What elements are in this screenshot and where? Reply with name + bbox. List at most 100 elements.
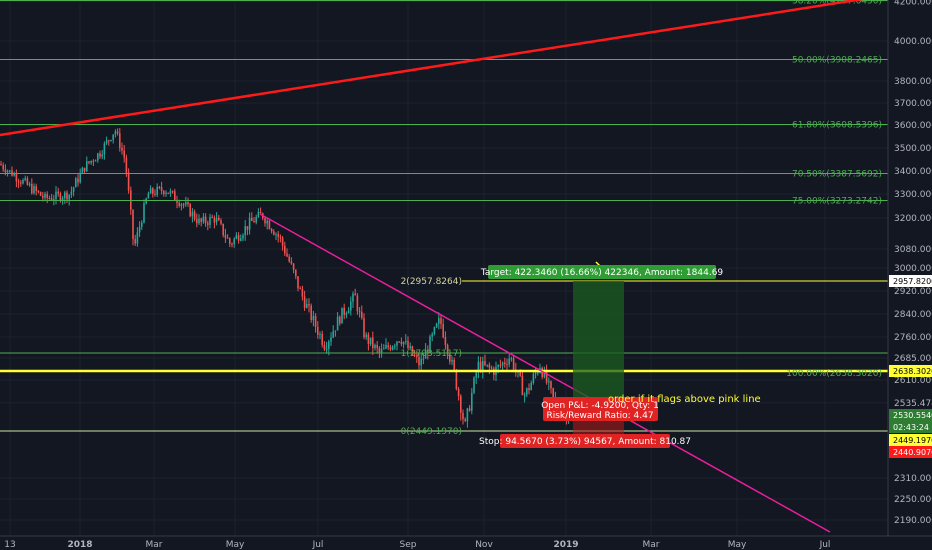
candle-body	[303, 296, 306, 308]
candle-body	[222, 223, 224, 236]
candle-body	[358, 311, 361, 313]
candle-body	[273, 231, 275, 235]
price-tag-bg	[889, 434, 932, 446]
candle-body	[176, 199, 178, 203]
candle-body	[378, 348, 381, 353]
candle-body	[372, 337, 374, 349]
candle-body	[504, 362, 506, 364]
candle-body	[101, 154, 103, 157]
price-tag-bg	[889, 275, 932, 287]
candle-body	[180, 204, 183, 206]
candle-body	[484, 361, 486, 365]
time-tick-label: May	[226, 540, 245, 550]
candle-body	[50, 198, 53, 200]
candle-body	[37, 190, 40, 193]
candle-body	[17, 181, 20, 183]
candle-body	[521, 375, 524, 396]
time-tick-label: Jul	[819, 540, 831, 550]
time-axis[interactable]: 13 2018 Mar May Jul Sep Nov 2019 Mar May Jul	[0, 535, 932, 550]
candle-body	[407, 340, 409, 349]
candle-body	[204, 216, 207, 224]
price-tick-label: 2840.0000	[894, 310, 932, 320]
price-tag-label: 2530.5540	[893, 411, 932, 420]
candle-body	[193, 211, 196, 220]
candle-body	[451, 359, 453, 362]
stop-label-text: Stop: 94.5670 (3.73%) 94567, Amount: 810…	[479, 437, 691, 447]
candle-body	[431, 333, 433, 337]
candle-body	[449, 354, 451, 362]
candle-body	[330, 337, 332, 342]
candle-body	[86, 161, 88, 172]
candle-body	[97, 153, 99, 161]
candle-body	[490, 367, 493, 369]
candle-body	[136, 232, 139, 244]
candle-body	[149, 188, 152, 194]
candle-body	[125, 157, 128, 173]
candle-body	[369, 337, 372, 344]
candle-body	[453, 359, 455, 370]
candle-body	[213, 217, 216, 223]
candle-body	[460, 396, 462, 413]
candle-body	[281, 237, 284, 246]
pink-trendline	[259, 213, 831, 533]
candle-body	[2, 165, 4, 170]
price-tag-label: 2440.9070	[893, 448, 932, 457]
candle-body	[462, 412, 464, 420]
candle-body	[138, 226, 141, 233]
candle-body	[402, 341, 405, 345]
candle-body	[141, 222, 143, 227]
candle-body	[200, 218, 202, 222]
candle-body	[66, 192, 68, 200]
candle-body	[233, 238, 235, 244]
price-axis[interactable]: 4200.0000 4000.0000 3800.0000 3700.0000 3600…	[887, 0, 932, 550]
candle-body	[90, 160, 92, 163]
drawings: 38.20%(4207.6450)50.00%(3908.2465)61.80%…	[0, 0, 888, 533]
candle-body	[268, 220, 271, 229]
candle-body	[202, 216, 205, 222]
time-tick-label: Sep	[400, 540, 417, 550]
pnl-box	[543, 397, 658, 421]
candle-body	[165, 192, 167, 195]
candle-body	[112, 134, 114, 141]
time-tick-label: Jul	[312, 540, 324, 550]
candle-body	[198, 218, 200, 224]
candle-body	[455, 369, 458, 389]
candle-body	[290, 261, 293, 264]
candle-body	[196, 219, 198, 224]
candle-body	[116, 131, 119, 134]
candle-body	[548, 381, 550, 383]
time-tick-label: May	[728, 540, 747, 550]
candle-body	[42, 195, 44, 198]
candle-body	[207, 223, 209, 225]
time-tick-label: Nov	[475, 540, 493, 550]
candles	[0, 128, 572, 428]
candle-body	[400, 341, 403, 345]
time-axis-bg	[0, 536, 888, 550]
price-tick-label: 3700.0000	[894, 99, 932, 109]
candle-body	[479, 361, 482, 371]
candle-body	[75, 178, 77, 188]
candle-body	[275, 234, 277, 236]
candle-body	[363, 318, 365, 338]
candle-body	[323, 344, 326, 350]
candle-body	[530, 382, 532, 391]
extension-label: 2(2957.8264)	[401, 277, 462, 287]
candle-body	[253, 220, 255, 223]
candle-body	[383, 348, 385, 350]
candle-body	[440, 318, 442, 324]
candle-body	[160, 187, 163, 192]
candle-body	[20, 182, 22, 184]
candle-body	[61, 198, 64, 201]
time-tick-label: 13	[4, 540, 15, 550]
candle-body	[284, 245, 286, 254]
candle-body	[519, 370, 521, 376]
price-tag-bg	[889, 446, 932, 458]
price-tick-label: 3000.0000	[894, 264, 932, 274]
candle-body	[209, 216, 211, 225]
candle-body	[0, 164, 2, 166]
candle-body	[53, 199, 55, 201]
candle-body	[158, 186, 161, 188]
candle-body	[306, 304, 308, 308]
candle-body	[365, 334, 367, 338]
